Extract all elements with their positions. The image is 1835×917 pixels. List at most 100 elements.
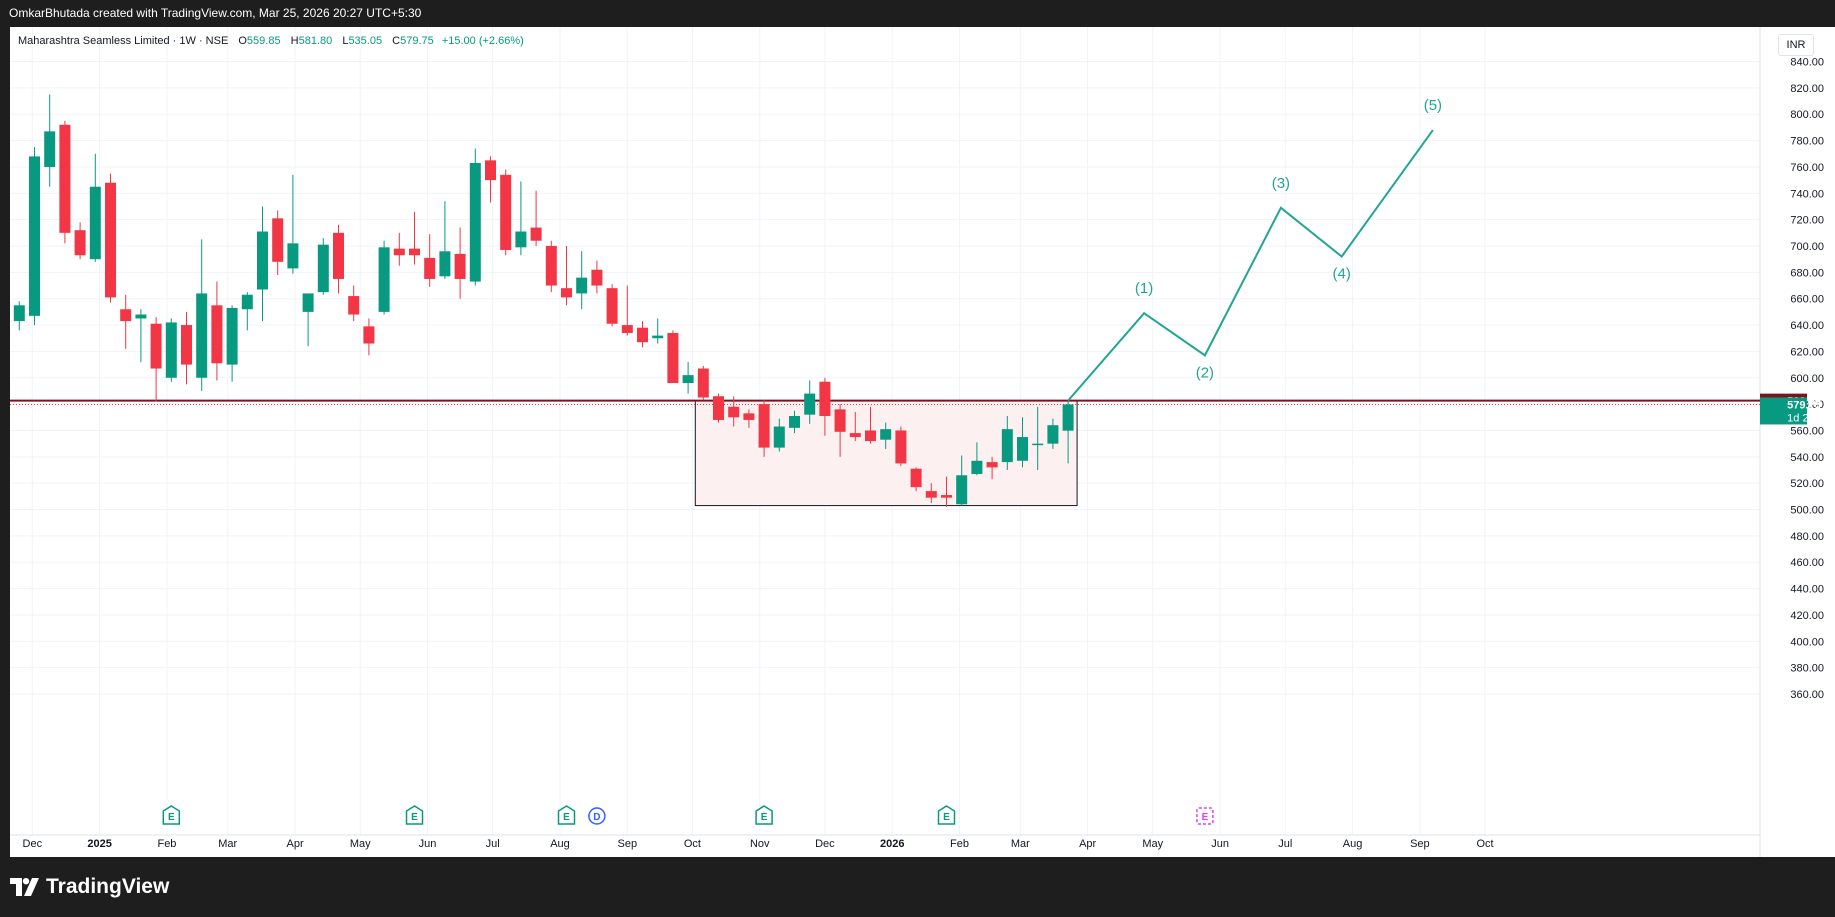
candle xyxy=(226,305,238,382)
candle-body xyxy=(545,246,557,286)
time-tick-label: Mar xyxy=(218,838,237,850)
candle-body xyxy=(105,182,116,298)
candles xyxy=(13,94,1074,507)
change-value: +15.00 (+2.66%) xyxy=(441,35,524,47)
candle xyxy=(150,317,162,402)
candle xyxy=(317,238,329,295)
price-tick-label: 540.00 xyxy=(1790,452,1824,464)
event-marker-letter: E xyxy=(943,812,950,823)
time-tick-label: Oct xyxy=(684,838,701,850)
candle xyxy=(500,169,512,256)
candle-body xyxy=(561,288,572,298)
attribution-text: OmkarBhutada created with TradingView.co… xyxy=(9,6,422,20)
candle xyxy=(181,311,192,385)
time-tick-label: May xyxy=(1142,838,1163,850)
candle-body xyxy=(789,415,800,428)
candle xyxy=(105,173,116,303)
time-tick-label: Sep xyxy=(618,838,638,850)
time-tick-label: Dec xyxy=(23,838,43,850)
candle xyxy=(29,147,40,326)
event-marker-letter: E xyxy=(168,812,175,823)
candle-body xyxy=(150,323,162,369)
candle-body xyxy=(682,375,694,384)
candle-body xyxy=(454,253,466,279)
candle-body xyxy=(135,314,147,319)
candle xyxy=(393,232,405,266)
event-marker-letter: D xyxy=(593,812,600,823)
candle-body xyxy=(773,426,785,448)
candle xyxy=(606,284,618,327)
candle-body xyxy=(302,293,314,312)
candle-body xyxy=(241,294,253,310)
candle-body xyxy=(865,430,876,442)
candle-body xyxy=(333,232,344,279)
chart-area[interactable]: (1) (2) (3) (4) (5) 360.00 380.00 400.00 420.00 4… xyxy=(10,27,1835,857)
candle-body xyxy=(743,413,755,420)
wave-label: (5) xyxy=(1424,97,1442,114)
time-tick-label: Dec xyxy=(815,838,835,850)
last-price-badge-text: 579.75 xyxy=(1787,399,1821,411)
time-tick-label: May xyxy=(350,838,371,850)
candle xyxy=(409,211,420,265)
candle xyxy=(59,120,71,244)
candle xyxy=(986,456,998,480)
candle-body xyxy=(59,124,71,233)
candle xyxy=(819,377,831,436)
candle-body xyxy=(89,186,101,260)
candle xyxy=(485,156,496,203)
time-tick-label: Apr xyxy=(1079,838,1096,850)
time-tick-label: Aug xyxy=(1343,838,1363,850)
candle-body xyxy=(485,160,496,181)
candle-body xyxy=(1062,404,1074,431)
candle-body xyxy=(1001,429,1013,463)
candle-body xyxy=(272,218,284,262)
price-tick-label: 520.00 xyxy=(1790,478,1824,490)
candle xyxy=(576,251,588,310)
candle xyxy=(865,406,876,444)
tradingview-logo[interactable]: TradingView xyxy=(10,874,169,900)
candle-body xyxy=(424,257,436,279)
price-tick-label: 380.00 xyxy=(1790,663,1824,675)
candle-body xyxy=(393,248,405,256)
currency-button[interactable]: INR xyxy=(1778,34,1814,56)
time-tick-label: Mar xyxy=(1011,838,1030,850)
attribution-bar: OmkarBhutada created with TradingView.co… xyxy=(0,0,1835,27)
candle xyxy=(272,210,284,275)
candle-body xyxy=(1032,443,1044,446)
candle xyxy=(515,181,527,256)
price-tick-label: 640.00 xyxy=(1790,320,1824,332)
candle xyxy=(880,422,892,449)
time-tick-label: Aug xyxy=(550,838,570,850)
last-price-badge-countdown: 1d 20h xyxy=(1787,412,1821,424)
candle xyxy=(728,396,740,427)
wave-label: (2) xyxy=(1196,364,1214,381)
candle xyxy=(378,240,390,315)
candle-body xyxy=(196,293,208,378)
event-marker-letter: E xyxy=(411,812,418,823)
wave-label: (4) xyxy=(1333,266,1351,283)
candle xyxy=(758,400,770,457)
time-tick-label: Sep xyxy=(1410,838,1430,850)
candle-body xyxy=(257,231,268,290)
candle xyxy=(956,455,968,506)
candle-body xyxy=(211,305,223,364)
price-tick-label: 620.00 xyxy=(1790,346,1824,358)
candle xyxy=(1001,415,1013,471)
price-chart[interactable]: (1) (2) (3) (4) (5) 360.00 380.00 400.00 420.00 4… xyxy=(10,27,1835,857)
candle-body xyxy=(29,156,40,316)
candle xyxy=(257,206,268,322)
candle-body xyxy=(515,231,527,248)
footer-bar: TradingView xyxy=(0,857,1835,917)
candle-body xyxy=(834,409,846,432)
event-marker-letter: E xyxy=(563,812,570,823)
candle-body xyxy=(226,307,238,365)
price-tick-label: 420.00 xyxy=(1790,610,1824,622)
candle-body xyxy=(880,429,892,440)
candle-body xyxy=(925,491,937,498)
candle xyxy=(530,190,542,247)
candle-body xyxy=(13,305,25,322)
candle-body xyxy=(120,309,132,322)
candle-body xyxy=(971,460,983,474)
